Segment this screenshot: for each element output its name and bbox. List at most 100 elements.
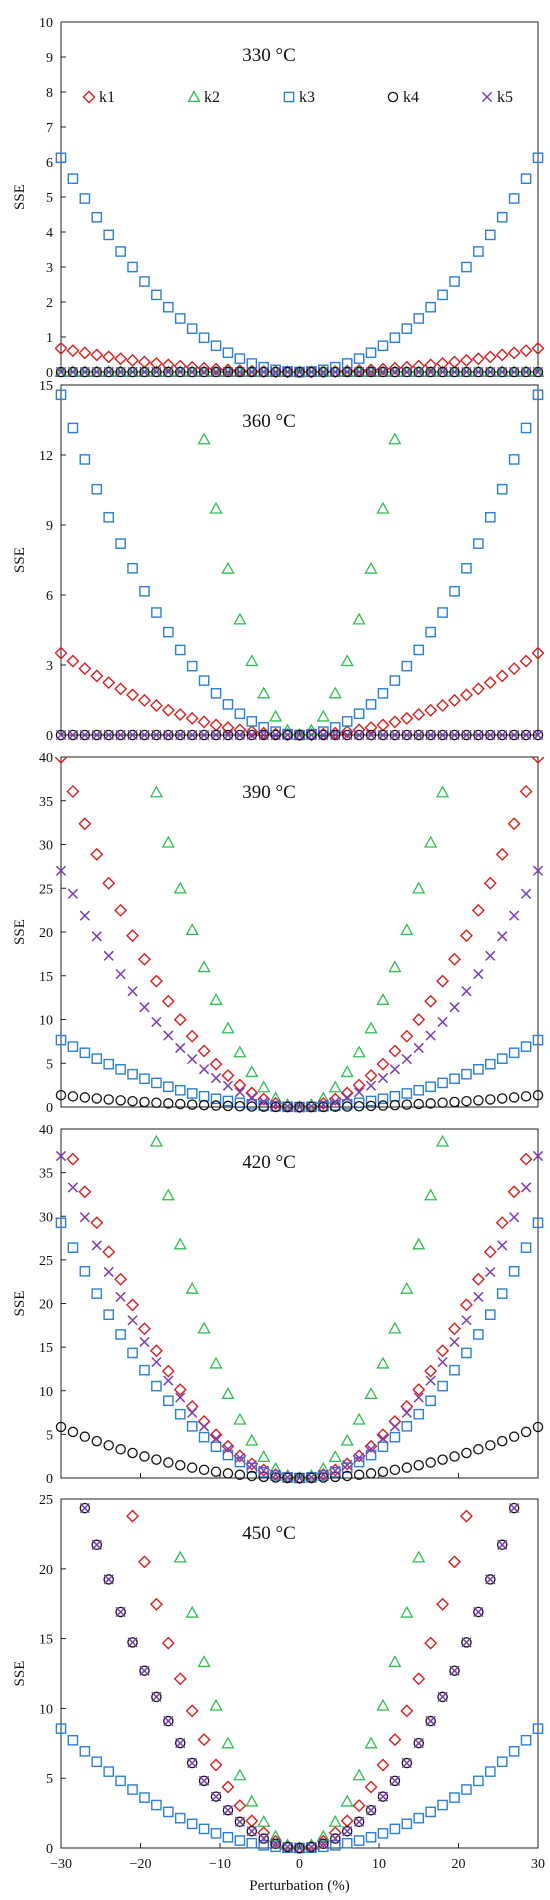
- data-point: [234, 1469, 246, 1481]
- data-point: [91, 483, 103, 495]
- y-tick-label: 35: [39, 1167, 53, 1182]
- data-point: [258, 366, 269, 378]
- data-point: [91, 1435, 103, 1447]
- data-point: [173, 708, 187, 722]
- data-point: [318, 1841, 329, 1853]
- data-point: [257, 1092, 271, 1106]
- data-point: [102, 350, 116, 364]
- data-point: [139, 1665, 150, 1676]
- data-point: [509, 910, 520, 921]
- series-k2: [149, 785, 450, 1113]
- data-point: [532, 729, 544, 741]
- data-point: [222, 729, 234, 741]
- data-point: [485, 950, 496, 961]
- data-point: [222, 1449, 234, 1461]
- data-point: [531, 757, 544, 764]
- data-point: [353, 1816, 365, 1827]
- data-point: [437, 1380, 448, 1392]
- data-point: [66, 344, 80, 358]
- y-tick-label: 40: [39, 1123, 53, 1138]
- y-tick-label: 6: [46, 156, 53, 171]
- data-point: [139, 366, 150, 378]
- data-point: [209, 1698, 223, 1711]
- data-point: [246, 729, 257, 741]
- data-point: [234, 366, 246, 378]
- data-point: [532, 366, 544, 378]
- data-point: [413, 729, 424, 741]
- data-point: [151, 1016, 162, 1028]
- y-tick-label: 5: [46, 191, 53, 206]
- data-point: [365, 1443, 377, 1455]
- data-point: [222, 1804, 234, 1816]
- data-point: [412, 1237, 426, 1250]
- data-point: [103, 366, 114, 378]
- data-point: [531, 341, 544, 355]
- data-point: [413, 1392, 424, 1403]
- y-tick-label: 5: [46, 1428, 53, 1443]
- data-point: [198, 332, 210, 344]
- data-point: [151, 1077, 162, 1089]
- data-point: [79, 1746, 91, 1757]
- data-point: [221, 1021, 235, 1034]
- data-point: [163, 1030, 174, 1041]
- data-point: [246, 1462, 258, 1474]
- data-point: [461, 261, 472, 273]
- data-point: [137, 952, 151, 966]
- data-point: [485, 1440, 496, 1451]
- data-point: [306, 729, 317, 741]
- data-point: [425, 626, 436, 638]
- data-point: [79, 193, 91, 204]
- data-point: [115, 366, 126, 378]
- data-point: [389, 366, 401, 378]
- data-point: [115, 366, 126, 378]
- data-point: [197, 361, 211, 375]
- y-tick-label: 20: [39, 926, 53, 941]
- data-point: [103, 1440, 114, 1451]
- chart-panel: 0 5 10 15 20 25 30 35 40 SSE 420 °C: [12, 1123, 544, 1487]
- data-point: [412, 881, 426, 894]
- data-point: [126, 929, 140, 943]
- data-point: [341, 729, 353, 741]
- data-point: [139, 585, 150, 597]
- data-point: [197, 1733, 211, 1747]
- data-point: [389, 1464, 401, 1476]
- data-point: [471, 352, 485, 366]
- data-point: [67, 366, 79, 378]
- data-point: [127, 563, 138, 574]
- data-point: [365, 1831, 377, 1843]
- data-point: [163, 1098, 174, 1109]
- data-point: [436, 699, 450, 713]
- data-point: [485, 1309, 496, 1320]
- data-point: [151, 1691, 162, 1703]
- data-point: [532, 1089, 544, 1101]
- data-point: [328, 1815, 342, 1827]
- data-point: [258, 1833, 269, 1844]
- y-tick-label: 10: [39, 1014, 53, 1029]
- data-point: [473, 538, 484, 549]
- data-point: [258, 1466, 270, 1478]
- data-point: [270, 729, 281, 741]
- data-point: [115, 1775, 126, 1787]
- data-point: [461, 366, 472, 378]
- data-point: [425, 1375, 436, 1386]
- data-point: [139, 1364, 150, 1376]
- data-point: [115, 729, 126, 741]
- data-point: [365, 699, 377, 710]
- data-point: [473, 366, 484, 378]
- data-point: [115, 1444, 126, 1455]
- data-point: [246, 366, 257, 378]
- data-point: [127, 1784, 138, 1795]
- data-point: [318, 1838, 329, 1849]
- data-point: [376, 718, 390, 732]
- data-point: [173, 1237, 187, 1250]
- data-point: [198, 1431, 210, 1443]
- data-point: [186, 366, 198, 378]
- legend-marker-k3: [283, 91, 295, 103]
- y-tick-label: 0: [46, 1842, 53, 1857]
- y-tick-label: 10: [39, 1702, 53, 1717]
- data-point: [485, 1574, 496, 1585]
- data-point: [127, 729, 138, 741]
- data-point: [401, 366, 412, 378]
- panel-title: 450 °C: [242, 1523, 296, 1544]
- data-point: [79, 366, 91, 378]
